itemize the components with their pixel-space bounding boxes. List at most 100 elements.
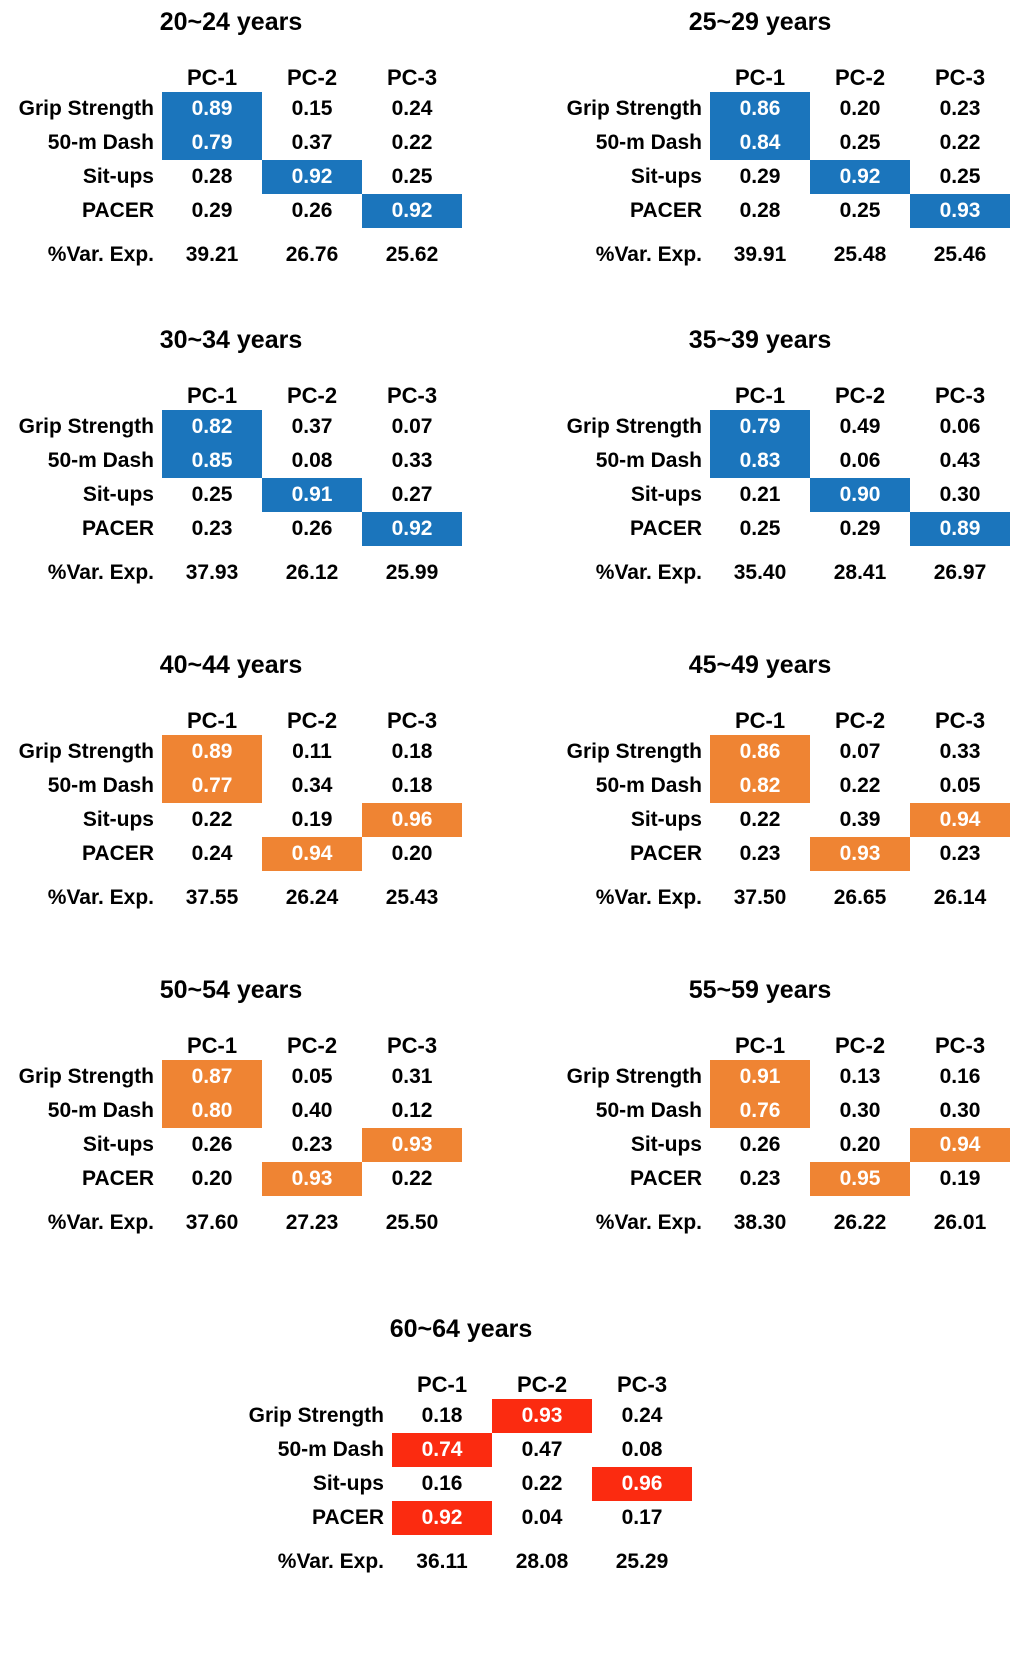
loading-value: 0.17 (621, 1506, 663, 1529)
variance-value: 25.46 (933, 243, 987, 266)
row-label: PACER (82, 199, 154, 222)
variance-value: 25.48 (833, 243, 887, 266)
loading-value: 0.77 (162, 769, 262, 803)
panel-35-39-years: 35~39 years PC-1 PC-2 PC-3 Grip Strength… (510, 324, 1020, 649)
row-label: PACER (82, 842, 154, 865)
table-row: Grip Strength 0.86 0.07 0.33 (510, 735, 1010, 769)
panel-40-44-years: 40~44 years PC-1 PC-2 PC-3 Grip Strength… (0, 649, 510, 974)
panel-55-59-years: 55~59 years PC-1 PC-2 PC-3 Grip Strength… (510, 974, 1020, 1299)
variance-row-label: %Var. Exp. (595, 561, 702, 584)
variance-value: 39.21 (185, 243, 239, 266)
loading-value: 0.89 (162, 92, 262, 126)
loading-value: 0.12 (391, 1099, 433, 1122)
table-row: Grip Strength 0.86 0.20 0.23 (510, 92, 1010, 126)
loading-value: 0.07 (839, 740, 881, 763)
loading-value: 0.22 (939, 131, 981, 154)
variance-row-label: %Var. Exp. (277, 1550, 384, 1573)
loading-value: 0.79 (162, 126, 262, 160)
loading-value: 0.24 (191, 842, 233, 865)
table-row: Grip Strength 0.89 0.15 0.24 (0, 92, 462, 126)
table-row: Sit-ups 0.26 0.20 0.94 (510, 1128, 1010, 1162)
table-row: 50-m Dash 0.84 0.25 0.22 (510, 126, 1010, 160)
loading-value: 0.93 (910, 194, 1010, 228)
loading-value: 0.89 (910, 512, 1010, 546)
table-row: Grip Strength 0.89 0.11 0.18 (0, 735, 462, 769)
column-header-pc1: PC-1 (186, 708, 238, 733)
loading-value: 0.05 (291, 1065, 333, 1088)
variance-value: 26.97 (933, 561, 987, 584)
loading-value: 0.24 (391, 97, 433, 120)
loading-value: 0.40 (291, 1099, 333, 1122)
loading-value: 0.08 (291, 449, 333, 472)
table-row: 50-m Dash 0.77 0.34 0.18 (0, 769, 462, 803)
pca-loadings-table: 35~39 years PC-1 PC-2 PC-3 Grip Strength… (510, 324, 1010, 592)
table-grid: 20~24 years PC-1 PC-2 PC-3 Grip Strength… (0, 6, 1020, 1299)
loading-value: 0.93 (492, 1399, 592, 1433)
row-label: 50-m Dash (277, 1438, 384, 1461)
column-header-pc3: PC-3 (616, 1372, 668, 1397)
loading-value: 0.25 (391, 165, 433, 188)
row-label: 50-m Dash (47, 774, 154, 797)
loading-value: 0.18 (421, 1404, 463, 1427)
variance-explained-row: %Var. Exp. 39.91 25.48 25.46 (510, 236, 1010, 274)
loading-value: 0.96 (592, 1467, 692, 1501)
variance-value: 28.41 (833, 561, 887, 584)
row-label: 50-m Dash (47, 449, 154, 472)
column-header-pc2: PC-2 (834, 65, 886, 90)
column-header-pc3: PC-3 (934, 65, 986, 90)
loading-value: 0.20 (839, 1133, 881, 1156)
table-row: 50-m Dash 0.76 0.30 0.30 (510, 1094, 1010, 1128)
row-label: Grip Strength (248, 1404, 384, 1427)
column-header-row: PC-1 PC-2 PC-3 (0, 707, 462, 735)
variance-row-label: %Var. Exp. (47, 1211, 154, 1234)
loading-value: 0.15 (291, 97, 333, 120)
row-label: Sit-ups (82, 1133, 154, 1156)
column-header-pc1: PC-1 (734, 708, 786, 733)
variance-value: 25.43 (385, 886, 439, 909)
table-row: PACER 0.28 0.25 0.93 (510, 194, 1010, 228)
loading-value: 0.18 (391, 774, 433, 797)
loading-value: 0.27 (391, 483, 433, 506)
loading-value: 0.26 (739, 1133, 781, 1156)
loading-value: 0.23 (939, 97, 981, 120)
panel-25-29-years: 25~29 years PC-1 PC-2 PC-3 Grip Strength… (510, 6, 1020, 324)
loading-value: 0.87 (162, 1060, 262, 1094)
loading-value: 0.26 (291, 199, 333, 222)
table-row: PACER 0.25 0.29 0.89 (510, 512, 1010, 546)
column-header-row: PC-1 PC-2 PC-3 (0, 382, 462, 410)
row-label: 50-m Dash (595, 774, 702, 797)
loading-value: 0.23 (191, 517, 233, 540)
variance-value: 26.22 (833, 1211, 887, 1234)
loading-value: 0.92 (362, 512, 462, 546)
loading-value: 0.91 (262, 478, 362, 512)
loading-value: 0.22 (391, 131, 433, 154)
loading-value: 0.96 (362, 803, 462, 837)
variance-value: 25.50 (385, 1211, 439, 1234)
loading-value: 0.93 (262, 1162, 362, 1196)
loading-value: 0.94 (910, 803, 1010, 837)
table-row: Grip Strength 0.87 0.05 0.31 (0, 1060, 462, 1094)
loading-value: 0.22 (839, 774, 881, 797)
column-header-pc1: PC-1 (734, 1033, 786, 1058)
row-label: 50-m Dash (47, 1099, 154, 1122)
loading-value: 0.29 (739, 165, 781, 188)
loading-value: 0.34 (291, 774, 333, 797)
table-title: 45~49 years (688, 651, 832, 679)
variance-value: 26.01 (933, 1211, 987, 1234)
loading-value: 0.85 (162, 444, 262, 478)
loading-value: 0.22 (739, 808, 781, 831)
loading-value: 0.30 (939, 1099, 981, 1122)
variance-row-label: %Var. Exp. (47, 886, 154, 909)
row-label: PACER (312, 1506, 384, 1529)
pca-loadings-table: 40~44 years PC-1 PC-2 PC-3 Grip Strength… (0, 649, 462, 917)
column-header-row: PC-1 PC-2 PC-3 (0, 1032, 462, 1060)
loading-value: 0.92 (392, 1501, 492, 1535)
table-row: 50-m Dash 0.80 0.40 0.12 (0, 1094, 462, 1128)
pca-loadings-table: 55~59 years PC-1 PC-2 PC-3 Grip Strength… (510, 974, 1010, 1242)
row-label: Sit-ups (312, 1472, 384, 1495)
panel-50-54-years: 50~54 years PC-1 PC-2 PC-3 Grip Strength… (0, 974, 510, 1299)
variance-explained-row: %Var. Exp. 37.50 26.65 26.14 (510, 879, 1010, 917)
row-label: 50-m Dash (47, 131, 154, 154)
row-label: Grip Strength (18, 415, 154, 438)
loading-value: 0.39 (839, 808, 881, 831)
